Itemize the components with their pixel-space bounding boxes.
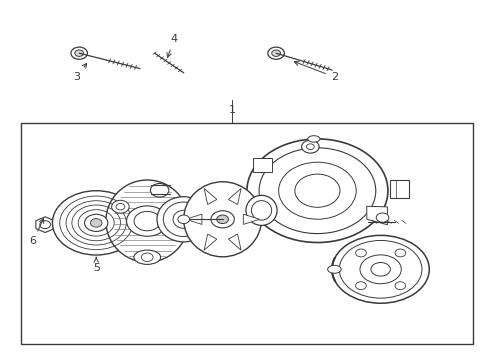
Ellipse shape — [150, 184, 168, 197]
Ellipse shape — [157, 197, 210, 242]
Circle shape — [90, 219, 102, 227]
Polygon shape — [228, 234, 241, 250]
Polygon shape — [366, 206, 386, 225]
Circle shape — [375, 213, 388, 222]
Text: 4: 4 — [166, 35, 177, 57]
Polygon shape — [252, 158, 272, 172]
Text: 2: 2 — [294, 61, 337, 82]
Circle shape — [75, 50, 83, 57]
Ellipse shape — [245, 195, 277, 225]
Polygon shape — [185, 214, 202, 224]
Circle shape — [216, 215, 228, 224]
Circle shape — [246, 139, 387, 243]
Circle shape — [178, 215, 189, 224]
Circle shape — [355, 282, 366, 289]
Ellipse shape — [134, 250, 160, 264]
Circle shape — [355, 249, 366, 257]
Polygon shape — [228, 188, 241, 204]
Polygon shape — [203, 234, 216, 250]
Circle shape — [210, 211, 234, 228]
Ellipse shape — [370, 262, 389, 276]
Polygon shape — [243, 214, 259, 224]
Circle shape — [111, 200, 129, 213]
Circle shape — [394, 282, 405, 289]
Circle shape — [71, 47, 87, 59]
Circle shape — [52, 191, 140, 255]
Circle shape — [134, 211, 160, 231]
Text: 1: 1 — [228, 105, 235, 115]
Circle shape — [301, 140, 319, 153]
Polygon shape — [203, 188, 216, 204]
Text: 6: 6 — [29, 219, 43, 246]
Text: 5: 5 — [93, 257, 100, 273]
Text: 3: 3 — [73, 63, 86, 82]
Circle shape — [394, 249, 405, 257]
Circle shape — [126, 206, 167, 236]
Bar — [21, 123, 472, 344]
Ellipse shape — [307, 136, 319, 142]
Circle shape — [40, 221, 50, 229]
FancyBboxPatch shape — [389, 180, 407, 198]
Ellipse shape — [183, 182, 261, 257]
Ellipse shape — [106, 180, 188, 262]
Polygon shape — [36, 217, 54, 233]
Ellipse shape — [331, 235, 428, 303]
Circle shape — [271, 50, 280, 57]
Circle shape — [84, 214, 108, 231]
Ellipse shape — [327, 265, 341, 273]
Circle shape — [267, 47, 284, 59]
